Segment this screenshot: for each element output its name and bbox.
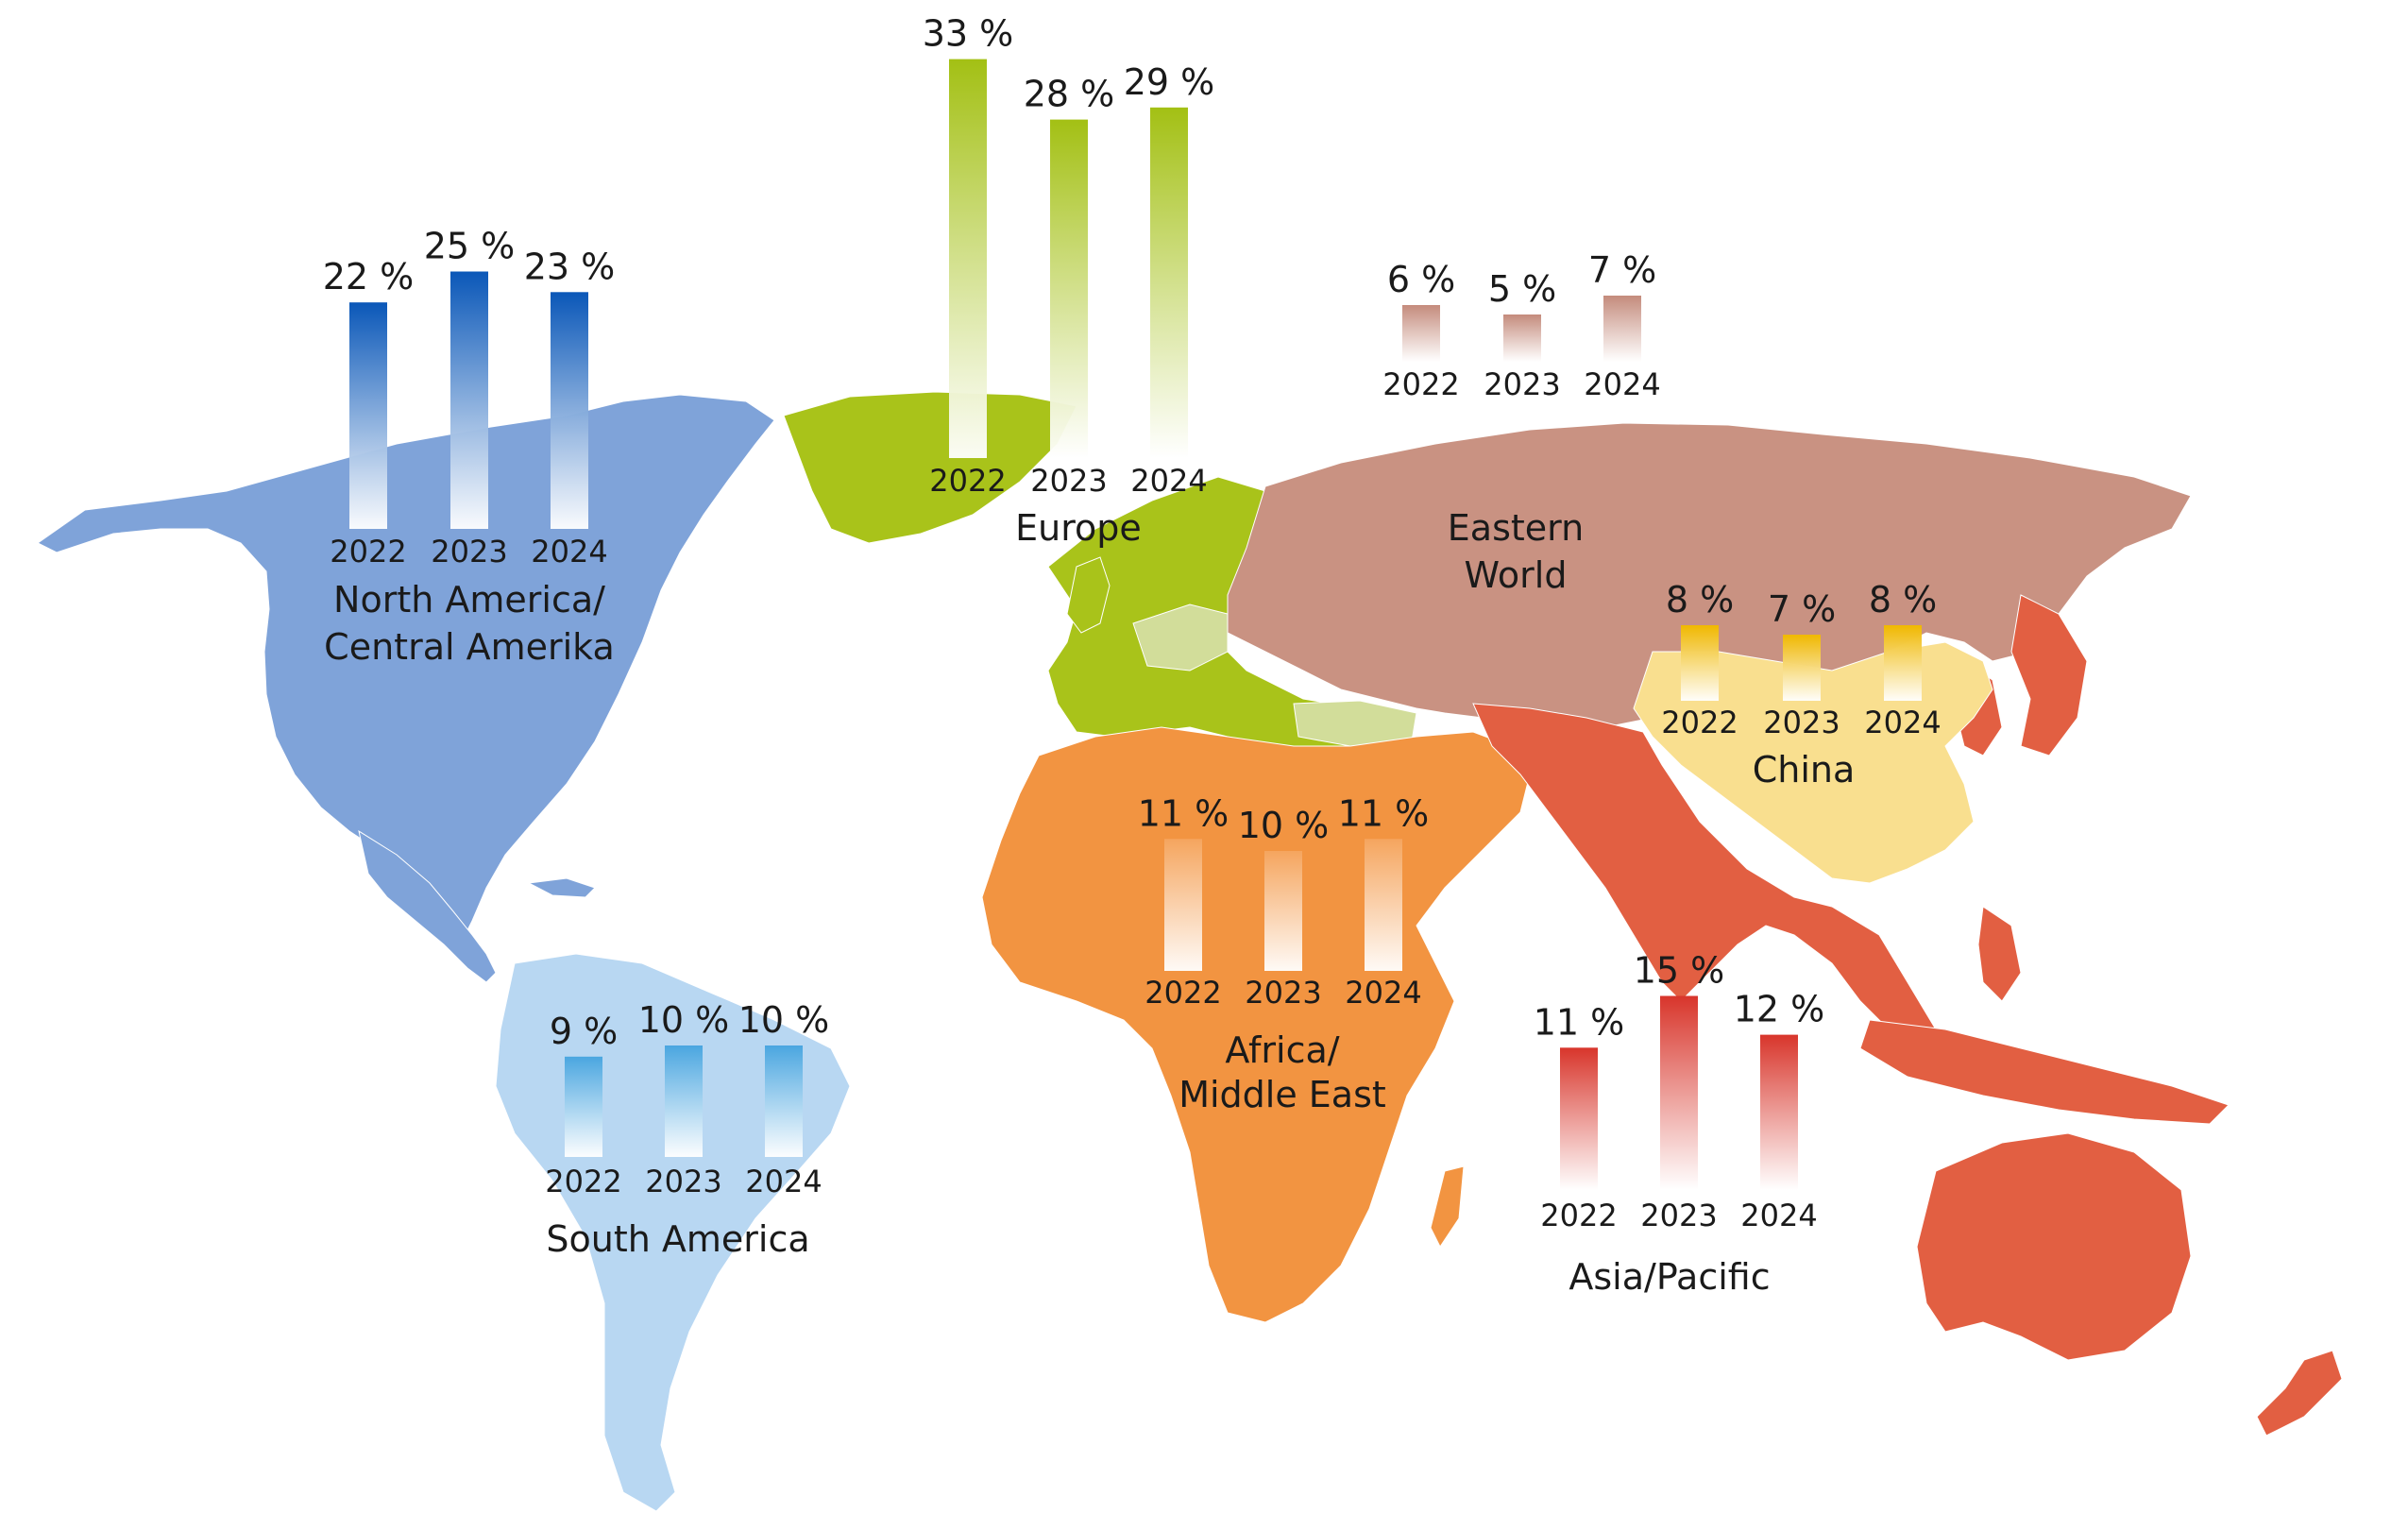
bar-eastern-world-2023 — [1503, 314, 1541, 362]
bar-china-2024 — [1884, 625, 1922, 701]
value-label-north-america-central-amerika-2024: 23 % — [524, 246, 616, 287]
central-europe-highlight — [1132, 604, 1229, 672]
bar-asia-pacific-2022 — [1560, 1047, 1598, 1190]
value-label-south-america-2024: 10 % — [738, 999, 830, 1041]
value-label-north-america-central-amerika-2022: 22 % — [323, 256, 415, 298]
value-label-africa-middle-east-2023: 10 % — [1238, 805, 1330, 846]
year-label-europe-2022: 2022 — [929, 463, 1006, 499]
bar-china-2023 — [1783, 635, 1821, 701]
bar-asia-pacific-2024 — [1760, 1034, 1798, 1190]
region-label-north-america-central-amerika-line-1: North America/ — [333, 579, 605, 620]
australia — [1916, 1132, 2192, 1361]
chart-labels: 22 % 2022 25 % 2023 23 % 2024 North America/Ce… — [323, 13, 1942, 1298]
bar-south-america-2024 — [765, 1046, 803, 1157]
value-label-asia-pacific-2023: 15 % — [1634, 950, 1725, 992]
value-label-eastern-world-2024: 7 % — [1588, 249, 1656, 291]
british-isles — [1066, 556, 1111, 634]
caribbean-islands — [527, 877, 596, 898]
year-label-china-2022: 2022 — [1661, 705, 1738, 740]
bar-north-america-central-amerika-2022 — [349, 302, 387, 529]
year-label-south-america-2022: 2022 — [545, 1164, 621, 1199]
china-landmass — [1633, 641, 1993, 884]
value-label-asia-pacific-2024: 12 % — [1734, 989, 1825, 1030]
value-label-africa-middle-east-2024: 11 % — [1338, 792, 1430, 834]
year-label-china-2024: 2024 — [1864, 705, 1941, 740]
value-label-europe-2023: 28 % — [1024, 74, 1115, 115]
bar-north-america-central-amerika-2023 — [450, 271, 488, 529]
year-label-europe-2023: 2023 — [1030, 463, 1107, 499]
year-label-europe-2024: 2024 — [1130, 463, 1207, 499]
bar-eastern-world-2022 — [1402, 305, 1440, 362]
value-label-north-america-central-amerika-2023: 25 % — [424, 226, 516, 267]
year-label-eastern-world-2024: 2024 — [1584, 366, 1660, 402]
value-label-china-2024: 8 % — [1869, 579, 1937, 620]
region-label-china: China — [1753, 749, 1856, 790]
new-zealand — [2256, 1350, 2343, 1436]
year-label-eastern-world-2022: 2022 — [1382, 366, 1459, 402]
value-label-europe-2022: 33 % — [923, 13, 1014, 55]
year-label-south-america-2023: 2023 — [645, 1164, 721, 1199]
value-label-eastern-world-2023: 5 % — [1488, 268, 1556, 310]
year-label-africa-middle-east-2024: 2024 — [1345, 975, 1421, 1011]
asia-pacific-landmass — [1472, 703, 1965, 1068]
year-label-eastern-world-2023: 2023 — [1484, 366, 1560, 402]
bar-asia-pacific-2023 — [1660, 995, 1698, 1190]
region-label-africa-middle-east-line-1: Africa/ — [1225, 1029, 1339, 1071]
year-label-africa-middle-east-2022: 2022 — [1145, 975, 1221, 1011]
southeast-asia-islands — [1859, 1019, 2230, 1125]
year-label-north-america-central-amerika-2022: 2022 — [330, 534, 406, 570]
region-label-south-america: South America — [546, 1218, 809, 1260]
bar-charts — [349, 59, 1922, 1190]
bar-china-2022 — [1681, 625, 1719, 701]
bar-europe-2024 — [1150, 107, 1188, 459]
year-label-north-america-central-amerika-2023: 2023 — [431, 534, 507, 570]
north-america-landmass — [37, 394, 775, 941]
central-america-landmass — [358, 829, 497, 983]
value-label-eastern-world-2022: 6 % — [1387, 259, 1455, 300]
value-label-africa-middle-east-2022: 11 % — [1138, 792, 1229, 834]
value-label-china-2023: 7 % — [1768, 588, 1836, 630]
bar-eastern-world-2024 — [1603, 296, 1641, 362]
year-label-asia-pacific-2023: 2023 — [1640, 1198, 1717, 1233]
region-label-north-america-central-amerika-line-2: Central Amerika — [324, 626, 615, 668]
year-label-north-america-central-amerika-2024: 2024 — [531, 534, 607, 570]
value-label-europe-2024: 29 % — [1124, 61, 1215, 103]
region-label-eastern-world-line-1: Eastern — [1448, 507, 1584, 549]
value-label-south-america-2022: 9 % — [550, 1011, 618, 1052]
region-label-europe: Europe — [1015, 507, 1142, 549]
bar-africa-middle-east-2022 — [1164, 839, 1202, 971]
year-label-south-america-2024: 2024 — [745, 1164, 822, 1199]
value-label-asia-pacific-2022: 11 % — [1534, 1001, 1625, 1043]
madagascar — [1430, 1165, 1465, 1248]
year-label-china-2023: 2023 — [1763, 705, 1840, 740]
year-label-asia-pacific-2022: 2022 — [1540, 1198, 1617, 1233]
region-label-asia-pacific: Asia/Pacific — [1569, 1256, 1770, 1298]
bar-south-america-2022 — [565, 1056, 602, 1157]
bar-europe-2023 — [1050, 119, 1088, 458]
region-label-africa-middle-east-line-2: Middle East — [1179, 1074, 1386, 1115]
bar-africa-middle-east-2024 — [1365, 839, 1402, 971]
japan — [2010, 594, 2088, 756]
year-label-africa-middle-east-2023: 2023 — [1245, 975, 1321, 1011]
bar-europe-2022 — [949, 59, 987, 458]
year-label-asia-pacific-2024: 2024 — [1740, 1198, 1817, 1233]
bar-south-america-2023 — [665, 1046, 703, 1157]
bar-north-america-central-amerika-2024 — [551, 292, 588, 529]
value-label-south-america-2023: 10 % — [638, 999, 730, 1041]
region-label-eastern-world-line-2: World — [1465, 554, 1568, 596]
value-label-china-2022: 8 % — [1666, 579, 1734, 620]
philippines — [1977, 906, 2022, 1002]
bar-africa-middle-east-2023 — [1264, 851, 1302, 971]
